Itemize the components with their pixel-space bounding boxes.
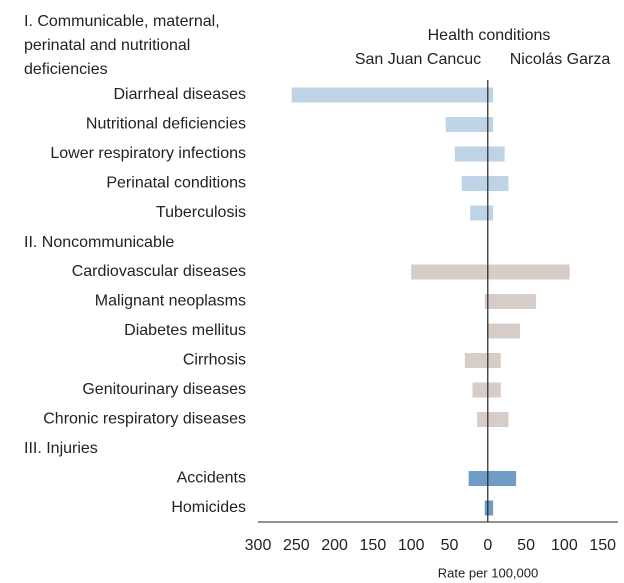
bar xyxy=(487,176,509,191)
bar xyxy=(487,323,520,339)
category-label: Homicides xyxy=(171,499,246,516)
series-label: Nicolás Garza xyxy=(510,51,611,68)
category-label: Diabetes mellitus xyxy=(124,322,246,339)
category-label: Lower respiratory infections xyxy=(50,145,246,162)
x-tick-label: 150 xyxy=(589,537,616,554)
bar xyxy=(484,294,488,309)
series-label: San Juan Cancuc xyxy=(355,51,481,68)
bar xyxy=(487,382,501,398)
category-label: Diarrheal diseases xyxy=(113,86,246,103)
bar xyxy=(464,353,488,368)
x-tick-label: 0 xyxy=(483,537,492,554)
group-label: II. Noncommunicable xyxy=(24,233,175,251)
x-tick-label: 50 xyxy=(517,537,535,554)
x-tick-label: 100 xyxy=(551,537,578,554)
bar xyxy=(461,176,488,191)
x-tick-label: 300 xyxy=(245,537,272,554)
bar xyxy=(487,294,537,309)
bar xyxy=(477,412,488,427)
category-label: Cardiovascular diseases xyxy=(72,263,246,280)
bar xyxy=(411,264,488,280)
group-label: III. Injuries xyxy=(24,440,98,457)
x-tick-label: 200 xyxy=(321,537,348,554)
category-label: Genitourinary diseases xyxy=(82,381,246,398)
bar xyxy=(487,87,494,103)
bar xyxy=(470,205,488,221)
category-label: Accidents xyxy=(177,470,246,487)
bar xyxy=(445,117,488,132)
bar xyxy=(487,205,494,221)
bar xyxy=(487,117,494,132)
group-label: I. Communicable, maternal, perinatal and… xyxy=(24,13,220,78)
category-label: Cirrhosis xyxy=(183,352,246,369)
bar xyxy=(472,382,488,398)
x-tick-label: 50 xyxy=(441,537,459,554)
bar xyxy=(487,471,517,486)
chart-title: Health conditions xyxy=(428,27,551,44)
bar xyxy=(487,412,509,427)
bar xyxy=(487,353,501,368)
category-label: Malignant neoplasms xyxy=(95,293,246,310)
x-axis-label: Rate per 100,000 xyxy=(438,565,538,580)
bar xyxy=(484,500,488,516)
x-tick-label: 100 xyxy=(398,537,425,554)
category-label: Tuberculosis xyxy=(156,204,246,221)
bar xyxy=(487,146,505,162)
x-tick-label: 150 xyxy=(360,537,387,554)
bar xyxy=(468,471,488,486)
bar xyxy=(487,500,494,516)
bar xyxy=(291,87,488,103)
category-label: Nutritional deficiencies xyxy=(86,116,246,133)
category-label: Perinatal conditions xyxy=(106,175,246,192)
x-tick-label: 250 xyxy=(283,537,310,554)
bar xyxy=(487,264,570,280)
bar xyxy=(454,146,488,162)
category-label: Chronic respiratory diseases xyxy=(43,411,246,428)
